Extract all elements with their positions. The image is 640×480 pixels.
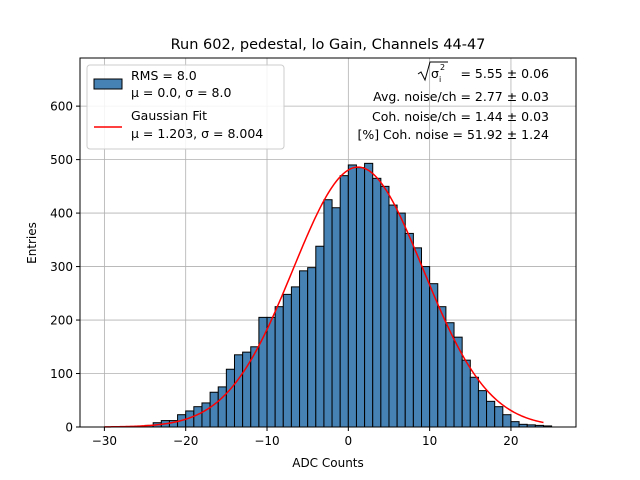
legend-patch-histogram xyxy=(93,78,123,90)
y-tick-label: 400 xyxy=(50,207,73,221)
x-tick-label: −30 xyxy=(92,434,117,448)
coh-noise-text: Coh. noise/ch = 1.44 ± 0.03 xyxy=(372,109,549,124)
histogram-bar xyxy=(307,267,317,428)
x-tick-label: −10 xyxy=(254,434,279,448)
x-tick-label: 20 xyxy=(503,434,518,448)
histogram-bar xyxy=(282,293,292,428)
noise-annotations: σ i 2 = 5.55 ± 0.06 Avg. noise/ch = 2.77… xyxy=(357,61,549,142)
y-tick-label: 300 xyxy=(50,260,73,274)
histogram-bar xyxy=(412,247,423,428)
histogram-bar xyxy=(429,283,439,428)
legend: RMS = 8.0 μ = 0.0, σ = 8.0 Gaussian Fit … xyxy=(86,64,285,150)
histogram-bar xyxy=(494,406,504,428)
histogram-bar xyxy=(258,316,268,428)
legend-box xyxy=(86,64,285,150)
histogram-bar xyxy=(380,185,390,428)
sqrt-sign xyxy=(417,61,448,82)
histogram-bar xyxy=(421,266,431,428)
histogram-bar xyxy=(396,212,406,428)
sigma-value: = 5.55 ± 0.06 xyxy=(460,66,549,81)
histogram-bar xyxy=(274,306,284,428)
x-tick-label: −20 xyxy=(173,434,198,448)
x-axis-label: ADC Counts xyxy=(292,456,364,470)
histogram-bar xyxy=(486,400,496,428)
y-tick-label: 200 xyxy=(50,314,73,328)
histogram-bar xyxy=(453,336,463,428)
legend-histogram-line1: RMS = 8.0 xyxy=(131,68,197,83)
histogram-bar xyxy=(233,354,244,428)
histogram-bar xyxy=(404,232,414,428)
histogram-bar xyxy=(201,402,211,428)
sigma-symbol: σ xyxy=(431,66,439,81)
histogram-bar xyxy=(323,199,333,428)
histogram-bar xyxy=(461,359,471,428)
gaussian-fit-curve xyxy=(104,166,544,428)
histogram-bar xyxy=(510,421,520,428)
histogram-bar xyxy=(347,164,357,428)
chart-title: Run 602, pedestal, lo Gain, Channels 44-… xyxy=(171,37,486,53)
legend-fit-line1: Gaussian Fit xyxy=(131,108,207,123)
y-tick-label: 600 xyxy=(50,100,73,114)
y-tick-label: 500 xyxy=(50,153,73,167)
legend-histogram-line2: μ = 0.0, σ = 8.0 xyxy=(131,85,231,100)
histogram-bar xyxy=(193,406,203,428)
coh-percent-text: [%] Coh. noise = 51.92 ± 1.24 xyxy=(357,127,549,142)
histogram-bar xyxy=(477,390,488,428)
histogram-bar xyxy=(331,207,341,428)
histogram-bar xyxy=(290,286,301,428)
legend-fit-line2: μ = 1.203, σ = 8.004 xyxy=(131,126,263,141)
histogram-bar xyxy=(209,391,219,428)
sigma-annotation: σ i 2 = 5.55 ± 0.06 xyxy=(417,61,549,84)
histogram-bar xyxy=(225,368,235,428)
histogram-bar xyxy=(502,414,512,428)
x-tick-label: 10 xyxy=(422,434,437,448)
y-tick-label: 100 xyxy=(50,367,73,381)
histogram-bar xyxy=(355,167,366,428)
histogram-bar xyxy=(364,162,374,428)
histogram-bar xyxy=(266,316,276,428)
plot-frame xyxy=(79,57,577,428)
histogram-bar xyxy=(388,204,398,428)
histogram-bar xyxy=(469,376,479,428)
y-tick-label: 0 xyxy=(65,421,73,435)
histogram-bar xyxy=(372,177,382,428)
sigma-superscript: 2 xyxy=(440,63,445,72)
x-axis-ticks: −30 −20 −10 0 10 20 xyxy=(92,427,519,448)
y-axis-label: Entries xyxy=(25,222,39,264)
histogram-bars xyxy=(144,162,553,428)
histogram-bar xyxy=(437,306,447,428)
sigma-subscript: i xyxy=(439,75,441,84)
histogram-bar xyxy=(339,175,349,428)
histogram-bar xyxy=(299,270,309,428)
histogram-bar xyxy=(217,386,227,428)
histogram-bar xyxy=(315,245,325,428)
avg-noise-text: Avg. noise/ch = 2.77 ± 0.03 xyxy=(373,89,549,104)
y-axis-ticks: 0 100 200 300 400 500 600 xyxy=(50,100,80,435)
x-tick-label: 0 xyxy=(345,434,353,448)
